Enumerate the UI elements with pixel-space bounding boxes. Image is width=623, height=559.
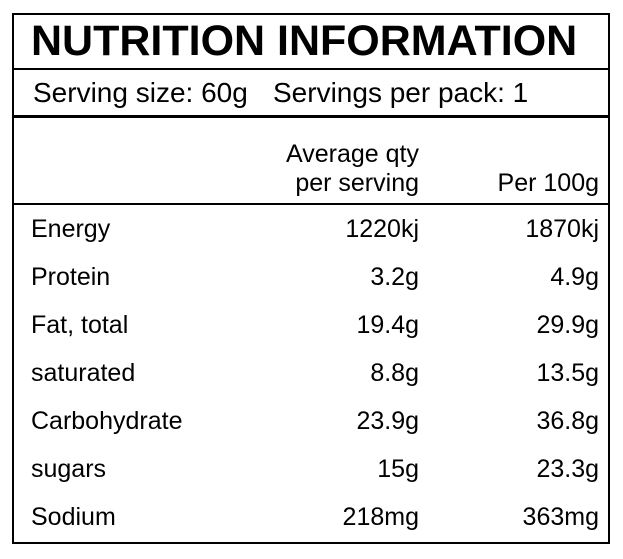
column-header-per-100g: Per 100g — [497, 169, 599, 197]
nutrient-row-saturated: saturated 8.8g 13.5g — [14, 349, 608, 397]
nutrient-row-energy: Energy 1220kj 1870kj — [14, 205, 608, 253]
nutrition-label: NUTRITION INFORMATION Serving size: 60g … — [12, 13, 610, 544]
serving-size-text: Serving size: 60g — [33, 76, 248, 108]
value-per-serving: 1220kj — [345, 214, 419, 243]
column-header-per-serving-line2: per serving — [295, 169, 419, 197]
label-title: NUTRITION INFORMATION — [14, 15, 608, 70]
nutrient-name: Fat, total — [31, 310, 129, 339]
nutrient-row-sugars: sugars 15g 23.3g — [14, 446, 608, 494]
value-per-serving: 8.8g — [370, 358, 419, 387]
value-per-serving: 15g — [377, 455, 419, 484]
nutrient-name: Sodium — [31, 503, 116, 532]
servings-per-pack-text: Servings per pack: 1 — [273, 76, 529, 108]
value-per-100g: 23.3g — [536, 455, 599, 484]
nutrient-row-carbohydrate: Carbohydrate 23.9g 36.8g — [14, 398, 608, 446]
nutrient-row-fat-total: Fat, total 19.4g 29.9g — [14, 301, 608, 349]
column-header-row: Average qty per serving Per 100g — [14, 118, 608, 205]
value-per-100g: 4.9g — [550, 262, 599, 291]
value-per-serving: 3.2g — [370, 262, 419, 291]
column-header-per-serving-line1: Average qty — [286, 140, 419, 168]
value-per-serving: 19.4g — [356, 310, 419, 339]
nutrient-name: Protein — [31, 262, 111, 291]
nutrient-name: Energy — [31, 214, 111, 243]
value-per-100g: 1870kj — [525, 214, 599, 243]
serving-info-row: Serving size: 60g Servings per pack: 1 — [14, 70, 608, 118]
nutrient-name: saturated — [31, 358, 136, 387]
value-per-serving: 23.9g — [356, 407, 419, 436]
nutrient-name: Carbohydrate — [31, 407, 183, 436]
value-per-100g: 29.9g — [536, 310, 599, 339]
nutrient-row-protein: Protein 3.2g 4.9g — [14, 253, 608, 301]
value-per-serving: 218mg — [342, 503, 419, 532]
nutrient-name: sugars — [31, 455, 107, 484]
column-header-per-serving: Average qty per serving — [239, 140, 419, 198]
value-per-100g: 363mg — [522, 503, 599, 532]
nutrient-table-body: Energy 1220kj 1870kj Protein 3.2g 4.9g F… — [14, 205, 608, 542]
value-per-100g: 13.5g — [536, 358, 599, 387]
nutrient-row-sodium: Sodium 218mg 363mg — [14, 494, 608, 542]
value-per-100g: 36.8g — [536, 407, 599, 436]
